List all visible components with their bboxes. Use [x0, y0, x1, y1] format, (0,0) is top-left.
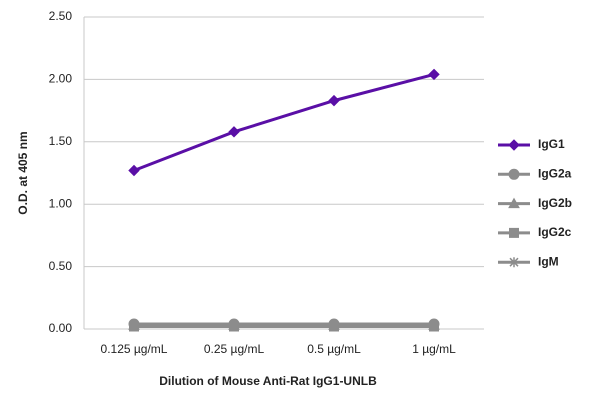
marker [509, 257, 519, 268]
y-tick-label: 1.50 [49, 134, 73, 148]
marker [228, 318, 240, 330]
marker [428, 68, 440, 81]
legend-label: IgG2c [538, 225, 572, 239]
x-tick-label: 0.5 µg/mL [307, 342, 361, 356]
x-tick-label: 0.25 µg/mL [204, 342, 265, 356]
marker [128, 318, 140, 330]
legend-label: IgG2a [538, 166, 572, 180]
series [128, 318, 440, 330]
legend-label: IgG1 [538, 137, 565, 151]
marker [328, 94, 340, 107]
marker [128, 164, 140, 177]
marker [509, 227, 519, 238]
y-tick-label: 2.50 [49, 9, 73, 23]
y-tick-label: 2.00 [49, 72, 73, 86]
x-tick-label: 0.125 µg/mL [101, 342, 168, 356]
marker [508, 139, 520, 151]
legend-label: IgM [538, 254, 559, 268]
legend-label: IgG2b [538, 196, 572, 210]
y-tick-label: 0.00 [49, 321, 73, 335]
marker [328, 318, 340, 330]
x-tick-label: 1 µg/mL [412, 342, 456, 356]
y-tick-label: 1.00 [49, 196, 73, 210]
marker [508, 168, 520, 180]
y-tick-label: 0.50 [49, 259, 73, 273]
x-axis-label: Dilution of Mouse Anti-Rat IgG1-UNLB [159, 374, 377, 388]
series-line [133, 72, 435, 172]
marker [508, 197, 520, 209]
series [128, 68, 440, 177]
marker [428, 318, 440, 330]
marker [228, 126, 240, 138]
y-axis-label: O.D. at 405 nm [16, 131, 30, 214]
